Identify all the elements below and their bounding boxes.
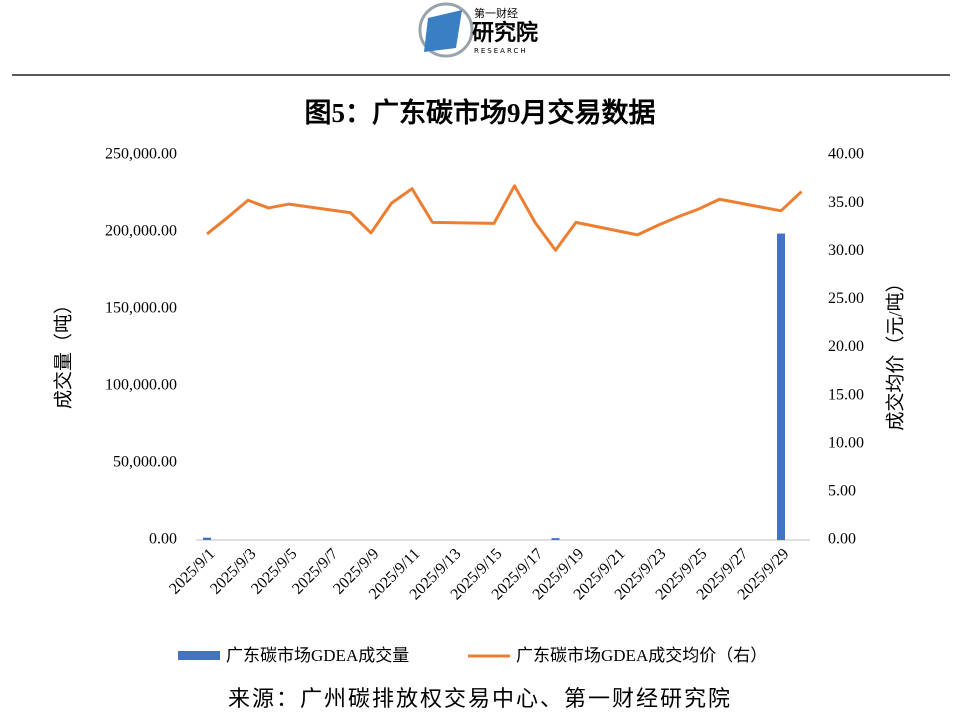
y-tick-label: 100,000.00 (105, 377, 177, 394)
logo-ring (418, 2, 474, 58)
y2-tick-label: 10.00 (828, 434, 864, 451)
logo-top: 第一财经 (474, 6, 518, 20)
bar (777, 233, 785, 541)
chart-title: 图5：广东碳市场9月交易数据 (305, 97, 656, 128)
y2-tick-label: 30.00 (828, 242, 864, 259)
y2-tick-label: 25.00 (828, 290, 864, 307)
y2-tick-label: 40.00 (828, 146, 864, 163)
y2-tick-label: 5.00 (828, 483, 856, 500)
y-tick-label: 200,000.00 (105, 223, 177, 240)
legend-label: 广东碳市场GDEA成交均价（右） (516, 646, 767, 665)
legend-label: 广东碳市场GDEA成交量 (226, 646, 409, 665)
y-tick-label: 150,000.00 (105, 300, 177, 317)
source: 来源：广州碳排放权交易中心、第一财经研究院 (228, 686, 732, 711)
y-axis-title: 成交量（吨） (52, 295, 74, 409)
y2-tick-label: 35.00 (828, 194, 864, 211)
logo-sub: RESEARCH (474, 47, 528, 55)
y2-axis-title: 成交均价（元/吨） (884, 273, 906, 430)
y2-tick-label: 15.00 (828, 386, 864, 403)
legend-swatch (178, 651, 220, 660)
y-tick-label: 0.00 (149, 531, 177, 548)
line (206, 184, 803, 252)
y2-tick-label: 20.00 (828, 338, 864, 355)
y-tick-label: 50,000.00 (113, 454, 177, 471)
y2-tick-label: 0.00 (828, 531, 856, 548)
bar (203, 537, 211, 540)
bar (551, 538, 560, 540)
y-tick-label: 250,000.00 (105, 146, 177, 163)
logo-icon (424, 10, 462, 52)
logo: 第一财经 研究院 RESEARCH (418, 2, 538, 58)
logo-name: 研究院 (472, 20, 538, 46)
